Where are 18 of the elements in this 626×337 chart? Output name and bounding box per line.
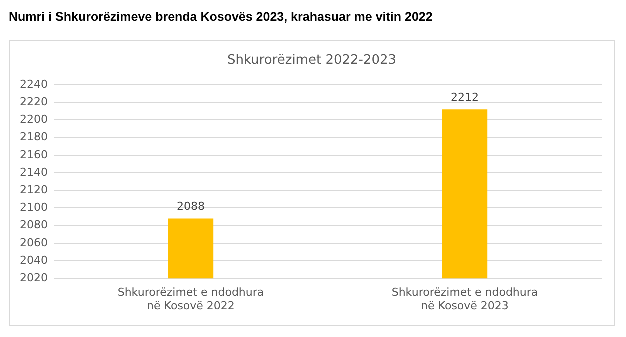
data-label: 2088	[176, 200, 205, 214]
y-tick-label: 2100	[20, 201, 48, 214]
y-tick-label: 2060	[20, 236, 48, 250]
y-tick-label: 2040	[20, 254, 48, 267]
x-tick-label: Shkurorëzimet e ndodhura në Kosovë 2023	[392, 286, 538, 312]
y-tick-label: 2120	[20, 183, 48, 196]
y-tick-label: 2080	[20, 218, 48, 232]
chart-title: Numri i Shkurorëzimeve brenda Kosovës 2023, krahasuar me vitin 2022	[9, 10, 433, 24]
y-tick-label: 2020	[20, 271, 48, 284]
y-tick-label: 2200	[20, 113, 48, 126]
chart-subtitle: Shkurorëzimet 2022-2023	[226, 53, 398, 68]
y-tick-label: 2220	[20, 95, 48, 108]
y-tick-label: 2240	[20, 78, 48, 91]
y-tick-label: 2160	[20, 148, 48, 162]
x-tick-label: Shkurorëzimet e ndodhura në Kosovë 2022	[118, 286, 264, 312]
y-tick-label: 2140	[20, 166, 48, 179]
y-tick-label: 2180	[20, 130, 48, 144]
data-label: 2212	[451, 91, 479, 104]
